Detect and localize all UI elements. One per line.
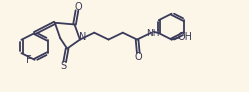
Text: S: S — [61, 61, 67, 71]
Text: O: O — [74, 2, 82, 12]
Text: O: O — [135, 52, 142, 62]
Text: NH: NH — [146, 29, 159, 38]
Text: F: F — [26, 55, 32, 65]
Text: N: N — [79, 32, 87, 42]
Text: OH: OH — [177, 32, 192, 42]
